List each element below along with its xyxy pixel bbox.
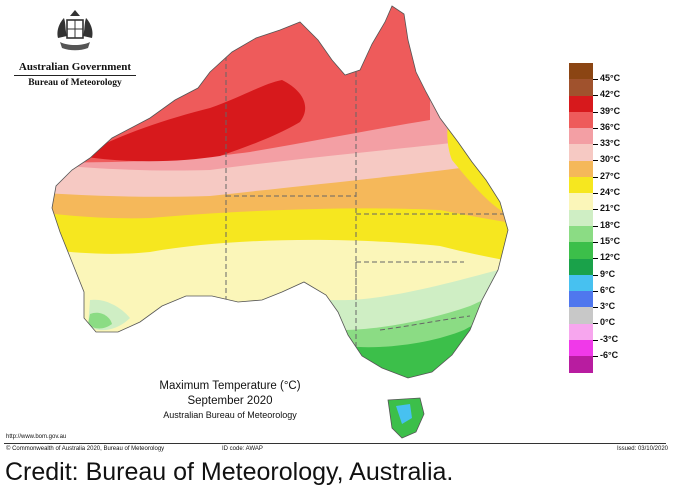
legend-label: 45°C	[600, 73, 621, 83]
legend-tick	[593, 225, 598, 227]
legend-label: 12°C	[600, 252, 621, 263]
bureau-label: Bureau of Meteorology	[28, 78, 122, 88]
australia-coastline	[51, 5, 509, 379]
legend-tick	[593, 241, 598, 243]
state-borders	[225, 40, 508, 360]
legend-swatch	[569, 323, 593, 341]
legend-label: 6°C	[600, 284, 616, 295]
legend-tick	[593, 160, 598, 162]
legend-swatch	[569, 225, 593, 243]
legend-swatch	[569, 95, 593, 112]
legend-swatch	[569, 356, 593, 373]
legend-label: 42°C	[600, 89, 621, 100]
legend-tick	[593, 144, 598, 146]
legend-label: 15°C	[600, 235, 621, 246]
legend-swatch	[569, 291, 593, 308]
id-code: ID code: AWAP	[222, 446, 263, 452]
legend-label: -3°C	[600, 333, 619, 344]
temperature-map-figure: Australian Government Bureau of Meteorol…	[4, 5, 668, 452]
legend-swatch	[569, 160, 593, 178]
legend-label: 21°C	[600, 203, 621, 214]
legend-tick	[593, 290, 598, 292]
legend-tick	[593, 176, 598, 178]
legend-swatch	[569, 111, 593, 129]
legend-label: 27°C	[600, 170, 621, 181]
legend-swatch	[569, 63, 593, 80]
legend-swatch	[569, 258, 593, 275]
legend-swatch	[569, 144, 593, 161]
government-label: Australian Government	[14, 61, 136, 76]
legend-tick	[593, 79, 598, 80]
legend-label: 18°C	[600, 219, 621, 230]
legend-tick	[593, 339, 598, 341]
legend-label: 24°C	[600, 187, 621, 198]
map-caption: Maximum Temperature (°C) September 2020 …	[110, 380, 350, 420]
legend-swatch	[569, 274, 593, 292]
legend-swatch	[569, 79, 593, 96]
legend-label: 3°C	[600, 301, 616, 312]
legend-swatch	[569, 307, 593, 324]
legend-tick	[593, 323, 598, 325]
image-credit: Credit: Bureau of Meteorology, Australia…	[5, 458, 454, 486]
footer-divider	[4, 443, 666, 444]
issued-date: Issued: 03/10/2020	[616, 446, 668, 452]
legend-tick	[593, 356, 598, 358]
legend-label: 39°C	[600, 105, 621, 116]
source-url: http://www.bom.gov.au	[6, 434, 67, 440]
legend-label: 0°C	[600, 317, 616, 328]
legend-tick	[593, 307, 598, 309]
legend-tick	[593, 111, 598, 113]
map-title: Maximum Temperature (°C)	[159, 380, 301, 392]
tasmania	[387, 397, 425, 439]
legend-swatch	[569, 177, 593, 194]
map-period: September 2020	[187, 395, 273, 407]
map-publisher: Australian Bureau of Meteorology	[163, 410, 297, 420]
legend-swatch	[569, 128, 593, 145]
coat-of-arms-icon	[57, 10, 93, 51]
legend-label: -6°C	[600, 350, 619, 361]
legend-label: 33°C	[600, 138, 621, 149]
legend-swatch	[569, 209, 593, 226]
legend-swatch	[569, 340, 593, 357]
copyright-text: © Commonwealth of Australia 2020, Bureau…	[6, 446, 165, 452]
australia-temperature-map	[51, 5, 509, 439]
legend-tick	[593, 209, 598, 211]
legend-label: 30°C	[600, 154, 621, 165]
legend-tick	[593, 95, 598, 97]
bom-logo: Australian Government Bureau of Meteorol…	[14, 8, 136, 88]
legend-tick	[593, 258, 598, 260]
legend-swatch	[569, 193, 593, 210]
legend-swatch	[569, 242, 593, 259]
legend-label: 36°C	[600, 121, 621, 132]
legend-label: 9°C	[600, 268, 616, 279]
legend-tick	[593, 274, 598, 276]
legend-tick	[593, 193, 598, 195]
legend-tick	[593, 127, 598, 129]
